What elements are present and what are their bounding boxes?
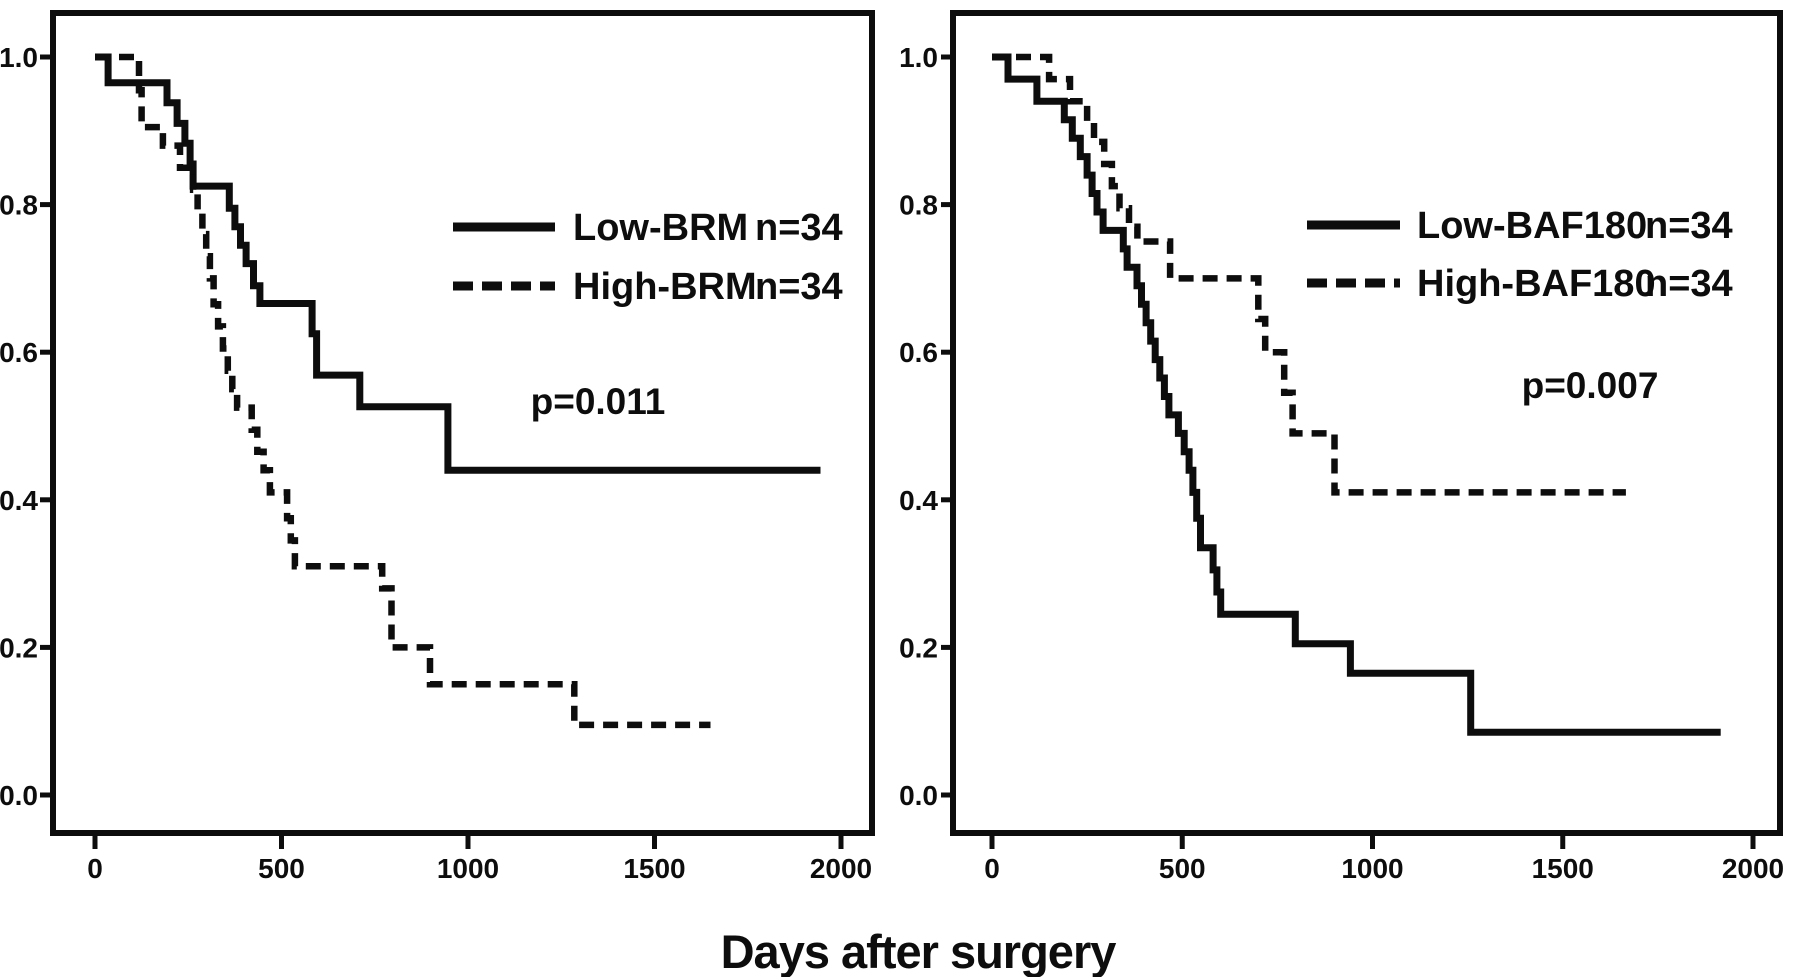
x-axis-title: Days after surgery	[721, 925, 1117, 977]
legend-label: High-BRM	[573, 266, 757, 308]
y-axis-tick-label: 0.8	[0, 190, 38, 221]
legend-count-label: n=34	[1645, 205, 1733, 247]
plot-frame	[50, 10, 875, 836]
legend-label: Low-BAF180	[1417, 205, 1647, 247]
y-axis-tick-label: 0.8	[899, 190, 938, 221]
x-axis-tick-label: 2000	[810, 853, 872, 884]
x-axis-tick-label: 0	[87, 853, 103, 884]
p-value-label: p=0.007	[1522, 365, 1659, 406]
p-value-label: p=0.011	[531, 381, 666, 422]
x-axis-tick-label: 1000	[437, 853, 499, 884]
plot-frame	[950, 10, 1783, 836]
y-axis-tick-label: 0.4	[0, 485, 38, 516]
x-axis-tick-label: 2000	[1722, 853, 1784, 884]
legend-count-label: n=34	[755, 266, 843, 308]
y-axis-tick-label: 0.2	[0, 632, 38, 663]
y-axis-tick-label: 1.0	[0, 42, 38, 73]
survival-curve-low-brm	[95, 53, 821, 474]
legend-label: Low-BRM	[573, 207, 748, 249]
y-axis-tick-label: 1.0	[899, 42, 938, 73]
y-axis-tick-label: 0.6	[899, 337, 938, 368]
x-axis-tick-label: 1500	[623, 853, 685, 884]
survival-curve-high-baf180	[992, 53, 1626, 496]
legend-count-label: n=34	[755, 207, 843, 249]
y-axis-tick-label: 0.4	[899, 485, 938, 516]
x-axis-tick-label: 0	[984, 853, 1000, 884]
x-axis-tick-label: 500	[1159, 853, 1206, 884]
survival-curve-low-baf180	[992, 53, 1721, 736]
km-panel-left: 1.0 0.8 0.6 0.4 0.2 0.0 0 500 1000 1500 2000 Low-BR…	[0, 10, 875, 884]
y-axis-tick-label: 0.0	[899, 780, 938, 811]
y-axis-tick-label: 0.2	[899, 632, 938, 663]
legend-count-label: n=34	[1645, 263, 1733, 305]
y-axis-tick-label: 0.6	[0, 337, 38, 368]
x-axis-tick-label: 500	[258, 853, 305, 884]
legend-label: High-BAF180	[1417, 263, 1656, 305]
km-panel-right: 1.0 0.8 0.6 0.4 0.2 0.0 0 500 1000 1500 2000 Low-BA…	[899, 10, 1784, 884]
survival-curve-high-brm	[95, 53, 711, 729]
x-axis-tick-label: 1500	[1532, 853, 1594, 884]
y-axis-tick-label: 0.0	[0, 780, 38, 811]
panels-container: 1.0 0.8 0.6 0.4 0.2 0.0 0 500 1000 1500 2000 Low-BR…	[0, 10, 1784, 884]
x-axis-tick-label: 1000	[1341, 853, 1403, 884]
